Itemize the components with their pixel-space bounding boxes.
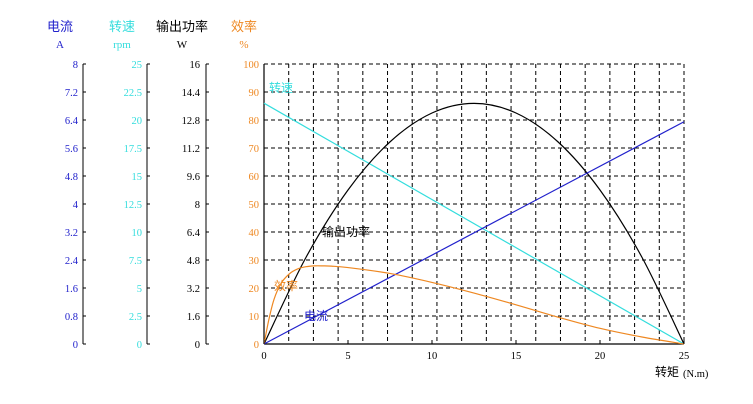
axis-speed-tick-label: 7.5 <box>129 256 142 267</box>
axis-power-tick-label: 8 <box>195 200 200 211</box>
series-layer <box>263 102 685 345</box>
axis-current: 电流 A 0 0.8 1.6 2.4 3.2 4 4.8 5.6 6.4 7.2 8 <box>47 20 86 351</box>
axis-efficiency-tick-label: 80 <box>249 116 260 127</box>
series-speed-line <box>263 102 685 345</box>
series-current-line <box>263 121 685 345</box>
curve-label-speed: 转速 <box>269 80 293 95</box>
axis-speed-tick-label: 0 <box>137 340 142 351</box>
axis-power-tick-label: 9.6 <box>187 172 200 183</box>
axis-speed-unit: rpm <box>113 39 131 51</box>
axis-speed-tick-label: 15 <box>132 172 143 183</box>
axis-power-tick-label: 14.4 <box>182 88 201 99</box>
axis-speed-tick-label: 20 <box>132 116 143 127</box>
axis-speed-tick-label: 12.5 <box>124 200 142 211</box>
axis-efficiency-tick-label: 70 <box>249 144 260 155</box>
axis-current-tick-label: 6.4 <box>65 116 79 127</box>
axis-current-unit: A <box>56 39 64 51</box>
axis-current-tick-label: 4 <box>73 200 79 211</box>
axis-current-tick-label: 4.8 <box>65 172 78 183</box>
axis-current-tick-label: 3.2 <box>65 228 78 239</box>
curve-label-power: 输出功率 <box>322 224 370 239</box>
axis-efficiency-tick-label: 60 <box>249 172 260 183</box>
axis-speed: 转速 rpm 0 2.5 5 7.5 10 12.5 15 17.5 20 22.5 25 <box>109 20 150 351</box>
axis-efficiency: 效率% 0 10 20 30 40 50 60 70 80 90 100 <box>231 19 259 351</box>
x-tick-label: 25 <box>679 351 690 362</box>
axis-current-tick-label: 0 <box>73 340 78 351</box>
axis-current-tick-label: 2.4 <box>65 256 79 267</box>
curve-label-efficiency: 效率 <box>274 278 298 293</box>
axis-efficiency-tick-label: 0 <box>254 340 259 351</box>
axis-current-tick-label: 1.6 <box>65 284 78 295</box>
axis-speed-tick-label: 2.5 <box>129 312 142 323</box>
axis-efficiency-tick-label: 40 <box>249 228 260 239</box>
axis-power: 输出功率 W 0 1.6 3.2 4.8 6.4 8 9.6 11.2 12.8 14.4 16 <box>156 19 209 351</box>
axis-power-tick-label: 16 <box>190 60 201 71</box>
axis-efficiency-title: 效率 <box>231 19 257 35</box>
series-efficiency-line <box>263 265 685 345</box>
axis-power-tick-label: 0 <box>195 340 200 351</box>
x-axis-label: 转矩 <box>655 364 679 379</box>
axis-speed-tick-label: 10 <box>132 228 143 239</box>
grid-layer <box>263 63 685 345</box>
axis-efficiency-tick-label: 90 <box>249 88 260 99</box>
axis-efficiency-tick-label: 50 <box>249 200 260 211</box>
axis-current-tick-label: 0.8 <box>65 312 78 323</box>
axis-efficiency-tick-label: 10 <box>249 312 260 323</box>
x-tick-label: 5 <box>345 351 350 362</box>
axis-current-tick-label: 5.6 <box>65 144 78 155</box>
axis-power-tick-label: 12.8 <box>182 116 200 127</box>
axis-power-tick-label: 3.2 <box>187 284 200 295</box>
axis-current-title: 电流 <box>47 20 73 35</box>
axis-speed-tick-label: 5 <box>137 284 142 295</box>
axis-power-tick-label: 11.2 <box>182 144 200 155</box>
x-tick-label: 20 <box>595 351 606 362</box>
axis-power-title: 输出功率 <box>156 19 208 35</box>
axis-speed-tick-label: 22.5 <box>124 88 142 99</box>
axis-power-tick-label: 6.4 <box>187 228 201 239</box>
series-power-line <box>263 102 685 345</box>
axis-efficiency-tick-label: 30 <box>249 256 260 267</box>
x-tick-label: 0 <box>261 351 266 362</box>
axis-speed-title: 转速 <box>109 20 135 35</box>
axis-power-unit: W <box>177 39 188 51</box>
axis-efficiency-tick-label: 100 <box>243 60 259 71</box>
axis-speed-tick-label: 17.5 <box>124 144 142 155</box>
x-tick-label: 10 <box>427 351 438 362</box>
axis-efficiency-tick-label: 20 <box>249 284 260 295</box>
axis-current-tick-label: 7.2 <box>65 88 78 99</box>
axis-current-tick-label: 8 <box>73 60 78 71</box>
axis-efficiency-unit: % <box>239 39 248 51</box>
axis-power-tick-label: 4.8 <box>187 256 200 267</box>
left-axes-layer: 电流 A 0 0.8 1.6 2.4 3.2 4 4.8 5.6 6.4 7.2 8 转速 rpm 0 2.5 5… <box>47 19 259 351</box>
x-tick-label: 15 <box>511 351 522 362</box>
curve-label-current: 电流 <box>304 309 328 323</box>
x-axis-unit: (N.m) <box>683 369 709 380</box>
axis-speed-tick-label: 25 <box>132 60 143 71</box>
axis-power-tick-label: 1.6 <box>187 312 200 323</box>
